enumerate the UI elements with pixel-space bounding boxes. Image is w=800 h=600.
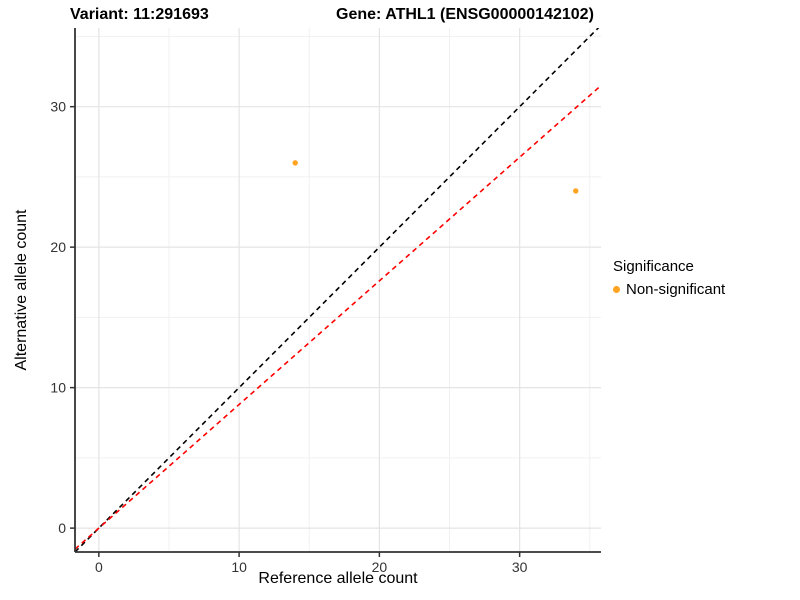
- x-tick-label: 20: [372, 559, 388, 575]
- legend-item-label: Non-significant: [626, 281, 726, 298]
- identity-line: [75, 28, 600, 552]
- legend: Significance Non-significant: [613, 258, 725, 298]
- y-tick-label: 20: [50, 239, 66, 255]
- x-tick-label: 0: [95, 559, 103, 575]
- x-tick-label: 30: [512, 559, 528, 575]
- x-tick-label: 10: [231, 559, 247, 575]
- legend-title: Significance: [613, 258, 694, 275]
- plot-title-gene: Gene: ATHL1 (ENSG00000142102): [336, 6, 594, 23]
- data-point: [292, 160, 298, 166]
- plot-title-variant: Variant: 11:291693: [70, 6, 209, 23]
- data-point: [573, 188, 579, 194]
- legend-point-icon: [613, 286, 620, 293]
- x-axis-title: Reference allele count: [258, 570, 418, 587]
- y-axis-title: Alternative allele count: [13, 209, 30, 371]
- y-tick-label: 0: [58, 520, 66, 536]
- legend-item-non-significant: Non-significant: [613, 281, 725, 298]
- y-tick-label: 10: [50, 380, 66, 396]
- y-tick-label: 30: [50, 99, 66, 115]
